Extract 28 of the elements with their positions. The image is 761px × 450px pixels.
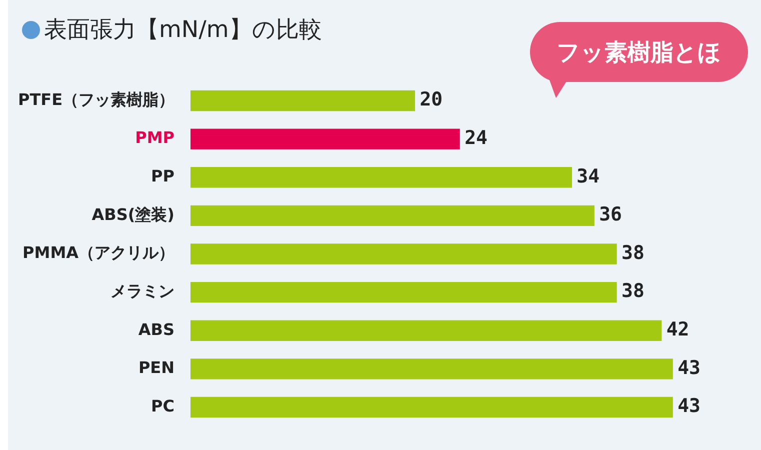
y-tick-label: PTFE（フッ素樹脂）: [18, 90, 174, 109]
data-label: 24: [464, 127, 488, 150]
y-tick-label: PEN: [138, 358, 174, 378]
bar: [190, 90, 416, 112]
data-label: 38: [622, 280, 644, 302]
data-label: 43: [678, 356, 700, 379]
data-label: 36: [599, 204, 622, 226]
y-tick-label: ABS: [138, 320, 174, 339]
bar: [190, 396, 673, 418]
data-label: 20: [420, 88, 443, 111]
data-label: 42: [666, 318, 690, 341]
bar: [190, 205, 594, 226]
data-label: 38: [622, 242, 644, 264]
bar: [190, 320, 662, 341]
chart-title: 表面張力【mN/m】の比較: [44, 16, 322, 45]
y-tick-label: PP: [151, 166, 175, 186]
y-tick-label: PMMA（アクリル）: [22, 243, 174, 262]
data-label: 43: [678, 395, 700, 418]
bar: [190, 128, 460, 150]
y-tick-label: PC: [151, 396, 174, 416]
y-tick-label: メラミン: [110, 281, 174, 300]
data-label: 34: [576, 165, 600, 188]
y-tick-label: PMP: [135, 128, 175, 148]
bar: [190, 282, 617, 303]
bar: [190, 167, 572, 188]
y-tick-label: ABS(塗装): [92, 204, 174, 224]
bar: [190, 244, 617, 264]
bar: [190, 358, 673, 380]
